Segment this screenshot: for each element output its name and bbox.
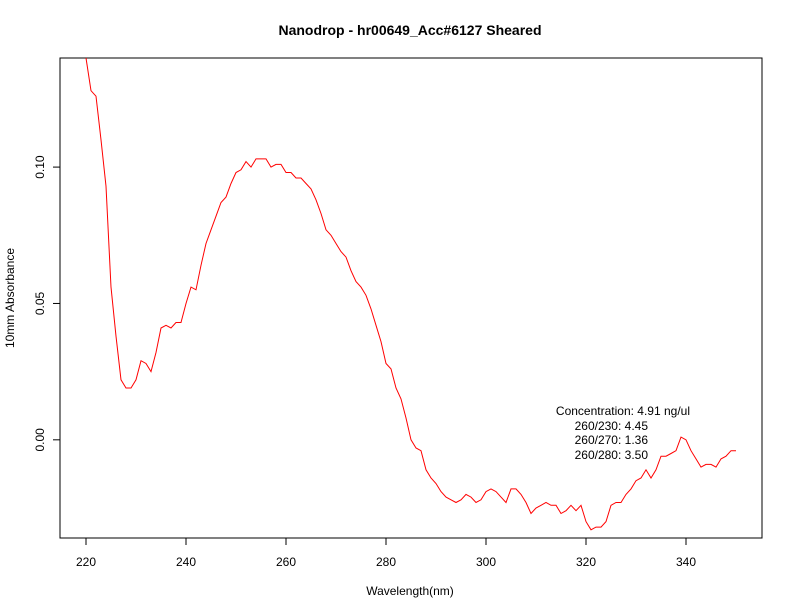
annotation-ratio-260-270: 260/270: 1.36 <box>575 433 649 447</box>
x-tick-label: 300 <box>476 555 496 569</box>
x-tick-label: 220 <box>76 555 96 569</box>
x-tick-label: 320 <box>576 555 596 569</box>
annotation-ratio-260-230: 260/230: 4.45 <box>575 419 649 433</box>
x-tick-label: 340 <box>676 555 696 569</box>
y-tick-label: 0.05 <box>33 291 47 315</box>
y-axis: 0.00 0.05 0.10 <box>33 155 61 452</box>
y-axis-label: 10mm Absorbance <box>3 248 17 348</box>
x-tick-label: 240 <box>176 555 196 569</box>
x-tick-label: 280 <box>376 555 396 569</box>
x-tick-label: 260 <box>276 555 296 569</box>
x-axis: 220 240 260 280 300 320 340 <box>76 537 696 569</box>
y-tick-label: 0.00 <box>33 428 47 452</box>
annotation-concentration: Concentration: 4.91 ng/ul <box>556 404 690 418</box>
absorbance-series-line <box>85 57 736 531</box>
annotation-block: Concentration: 4.91 ng/ul 260/230: 4.45 … <box>556 404 690 462</box>
y-tick-label: 0.10 <box>33 155 47 179</box>
x-axis-label: Wavelength(nm) <box>366 584 454 598</box>
annotation-ratio-260-280: 260/280: 3.50 <box>575 448 649 462</box>
chart-title: Nanodrop - hr00649_Acc#6127 Sheared <box>278 22 541 38</box>
